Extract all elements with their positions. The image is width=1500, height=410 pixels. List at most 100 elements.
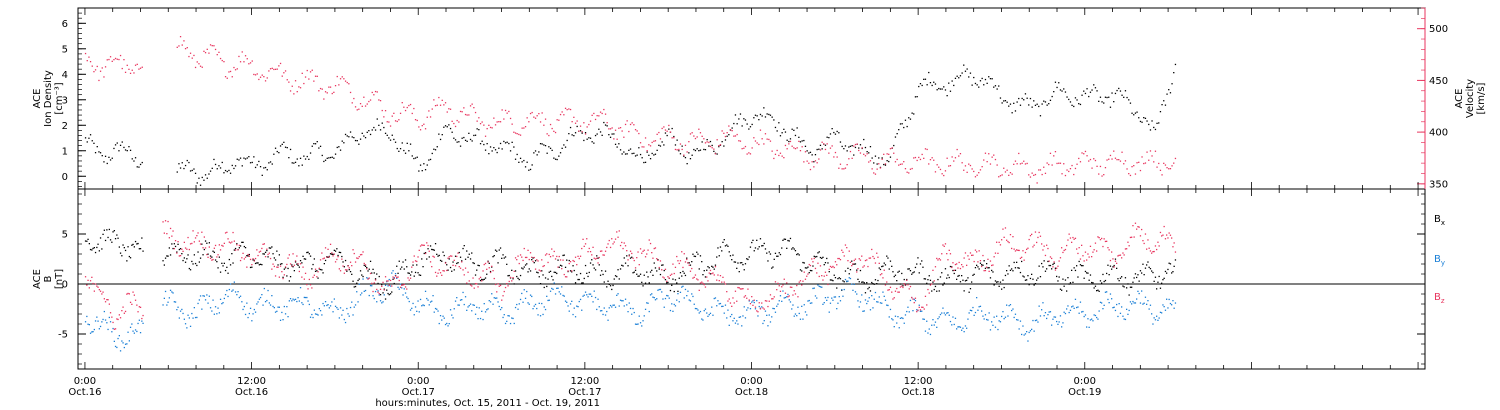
data-point-b-493 [719,246,722,248]
data-point-b-157 [299,260,302,262]
data-point-b-758 [1051,324,1053,326]
data-point-b-128 [263,287,265,290]
data-point-b-688 [963,331,965,333]
data-point-density-458 [881,157,883,159]
data-point-velocity-519 [983,159,985,161]
data-point-bz-631 [892,298,894,300]
data-point-b-555 [797,306,799,308]
data-point-bz-28 [119,317,122,319]
data-point-velocity-202 [454,125,457,128]
data-point-velocity-349 [699,132,702,134]
data-point-b-194 [346,307,348,310]
data-point-b-436 [648,282,650,284]
data-point-velocity-282 [588,123,590,126]
data-point-density-625 [1159,111,1162,113]
data-point-b-378 [576,274,578,276]
data-point-b-771 [1067,277,1069,279]
data-point-b-483 [707,315,709,317]
data-point-b-582 [831,279,833,281]
data-point-b-10 [97,320,99,322]
data-point-velocity-385 [759,129,762,131]
data-point-density-387 [763,107,765,109]
data-point-velocity-471 [903,161,905,163]
data-point-bz-23 [113,328,115,330]
data-point-bz-183 [332,255,334,257]
data-point-b-753 [1044,312,1047,314]
data-point-b-25 [116,346,118,349]
data-point-bz-483 [707,280,709,282]
data-point-b-221 [379,300,382,302]
data-point-b-182 [331,253,333,255]
data-point-bz-806 [1111,251,1113,253]
data-point-b-82 [206,294,208,296]
data-point-b-700 [978,268,980,270]
data-point-b-13 [101,321,103,323]
data-point-b-109 [239,245,242,247]
data-point-b-848 [1163,306,1165,308]
data-point-velocity-350 [701,135,703,137]
data-point-b-464 [683,272,685,274]
data-point-bz-734 [1021,256,1023,258]
data-point-velocity-103 [289,90,292,92]
data-point-b-474 [696,308,698,310]
data-point-bz-285 [459,267,462,269]
data-point-b-205 [359,294,362,296]
data-point-b-625 [884,299,887,301]
data-point-b-566 [811,270,813,272]
data-point-velocity-343 [689,133,692,135]
data-point-velocity-388 [764,133,767,135]
data-point-b-102 [231,253,233,255]
data-point-b-172 [318,308,320,310]
data-point-bz-229 [389,279,392,282]
data-point-bz-683 [957,267,959,269]
data-point-b-485 [709,273,712,275]
data-point-b-630 [891,318,893,320]
data-point-velocity-49 [199,65,202,67]
data-point-velocity-444 [858,149,860,152]
data-point-velocity-198 [448,108,450,110]
data-point-bz-460 [678,262,680,265]
data-point-b-148 [288,300,290,302]
data-point-density-221 [486,143,488,145]
data-point-density-421 [819,144,822,146]
data-point-b-56 [173,301,175,303]
data-point-bz-443 [657,259,659,261]
data-point-bz-49 [164,220,167,222]
data-point-density-268 [564,146,567,148]
data-point-b-472 [693,303,695,305]
data-point-b-796 [1098,310,1100,312]
data-point-density-223 [489,146,492,148]
data-point-b-843 [1157,281,1159,283]
data-point-b-785 [1084,270,1087,273]
data-point-velocity-310 [634,129,637,131]
data-point-b-658 [926,282,928,284]
data-point-bz-178 [326,256,328,258]
velocity-tick-label-1: 400 [1429,128,1448,139]
data-point-velocity-470 [901,163,903,165]
data-point-density-382 [754,114,757,116]
data-point-b-796 [1098,290,1100,292]
data-point-b-160 [303,296,305,299]
data-point-bz-789 [1089,245,1092,247]
data-point-b-93 [219,271,222,273]
data-point-velocity-561 [1053,155,1055,157]
data-point-bz-328 [513,270,515,272]
data-point-bz-91 [217,254,219,256]
data-point-velocity-545 [1026,162,1028,165]
data-point-b-399 [602,273,604,276]
data-point-b-281 [454,300,457,302]
data-point-bz-757 [1049,256,1052,258]
data-point-bz-160 [303,278,305,280]
data-point-b-660 [928,275,930,277]
data-point-b-595 [847,267,849,269]
data-point-density-375 [743,118,745,120]
data-point-velocity-569 [1066,169,1068,171]
data-point-bz-67 [187,236,189,239]
data-point-density-607 [1129,102,1132,104]
data-point-density-225 [493,147,495,149]
data-point-b-106 [236,243,238,245]
data-point-density-121 [319,145,322,147]
data-point-bz-283 [457,252,459,254]
data-point-velocity-24 [124,71,127,73]
data-point-velocity-508 [964,165,967,167]
